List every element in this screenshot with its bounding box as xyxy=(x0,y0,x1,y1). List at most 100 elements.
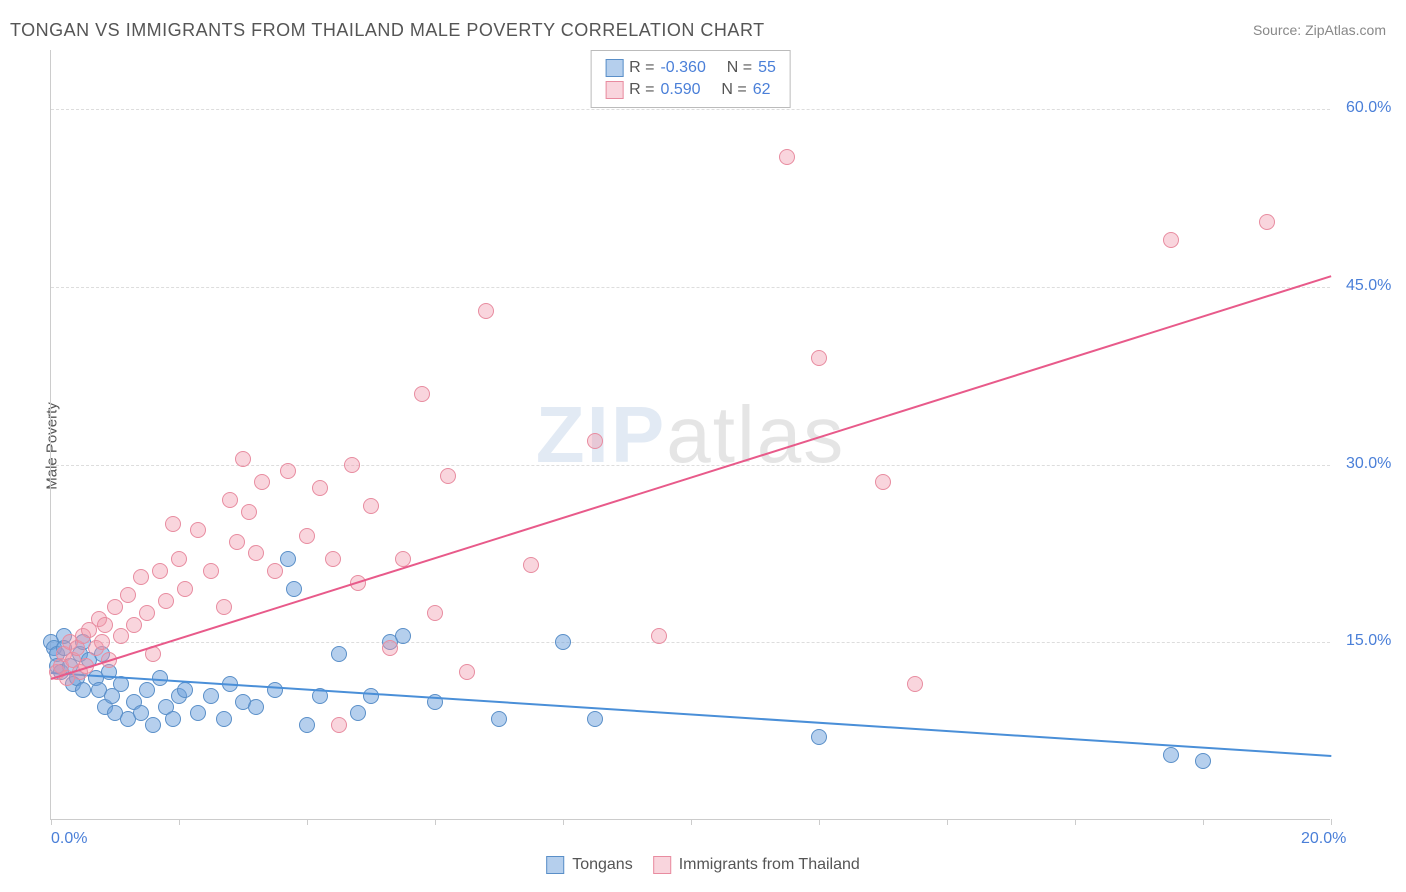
scatter-point xyxy=(241,504,257,520)
trendline xyxy=(51,672,1331,757)
ytick-label: 60.0% xyxy=(1346,99,1391,117)
legend-row-thailand: R = 0.590 N = 62 xyxy=(605,79,776,101)
scatter-point xyxy=(229,534,245,550)
scatter-point xyxy=(113,628,129,644)
scatter-point xyxy=(440,468,456,484)
scatter-point xyxy=(875,474,891,490)
scatter-point xyxy=(414,386,430,402)
scatter-point xyxy=(331,717,347,733)
ytick-label: 15.0% xyxy=(1346,632,1391,650)
xtick-mark xyxy=(1203,819,1204,825)
n-value-thailand: 62 xyxy=(753,81,771,99)
swatch-blue-icon xyxy=(546,856,564,874)
scatter-point xyxy=(363,688,379,704)
scatter-point xyxy=(478,303,494,319)
scatter-point xyxy=(152,563,168,579)
xtick-mark xyxy=(691,819,692,825)
scatter-point xyxy=(222,492,238,508)
scatter-point xyxy=(1259,214,1275,230)
swatch-pink-icon xyxy=(653,856,671,874)
scatter-point xyxy=(120,587,136,603)
scatter-point xyxy=(171,551,187,567)
gridline xyxy=(51,287,1330,288)
xtick-mark xyxy=(51,819,52,825)
r-value-tongans: -0.360 xyxy=(660,59,705,77)
gridline xyxy=(51,642,1330,643)
scatter-point xyxy=(523,557,539,573)
n-label: N = xyxy=(727,59,752,77)
chart-title: TONGAN VS IMMIGRANTS FROM THAILAND MALE … xyxy=(10,20,765,41)
chart-container: TONGAN VS IMMIGRANTS FROM THAILAND MALE … xyxy=(0,0,1406,892)
n-label: N = xyxy=(721,81,746,99)
scatter-point xyxy=(312,480,328,496)
legend-item-thailand: Immigrants from Thailand xyxy=(653,856,860,874)
scatter-point xyxy=(165,711,181,727)
scatter-point xyxy=(254,474,270,490)
scatter-point xyxy=(235,451,251,467)
scatter-point xyxy=(459,664,475,680)
scatter-point xyxy=(267,682,283,698)
scatter-point xyxy=(190,705,206,721)
xtick-mark xyxy=(307,819,308,825)
scatter-point xyxy=(1163,747,1179,763)
scatter-point xyxy=(286,581,302,597)
scatter-point xyxy=(811,350,827,366)
scatter-point xyxy=(280,551,296,567)
xtick-label: 20.0% xyxy=(1301,830,1346,848)
scatter-point xyxy=(267,563,283,579)
swatch-pink-icon xyxy=(605,81,623,99)
scatter-point xyxy=(216,711,232,727)
scatter-point xyxy=(555,634,571,650)
scatter-point xyxy=(427,605,443,621)
scatter-point xyxy=(395,628,411,644)
legend-label-thailand: Immigrants from Thailand xyxy=(679,856,860,874)
r-value-thailand: 0.590 xyxy=(660,81,700,99)
scatter-point xyxy=(248,699,264,715)
scatter-point xyxy=(325,551,341,567)
scatter-point xyxy=(133,569,149,585)
legend-item-tongans: Tongans xyxy=(546,856,633,874)
scatter-point xyxy=(177,581,193,597)
ytick-label: 30.0% xyxy=(1346,455,1391,473)
scatter-point xyxy=(75,682,91,698)
scatter-point xyxy=(907,676,923,692)
scatter-point xyxy=(1163,232,1179,248)
scatter-point xyxy=(139,682,155,698)
xtick-label: 0.0% xyxy=(51,830,87,848)
scatter-point xyxy=(94,634,110,650)
scatter-point xyxy=(145,717,161,733)
scatter-point xyxy=(344,457,360,473)
scatter-point xyxy=(165,516,181,532)
scatter-point xyxy=(107,599,123,615)
scatter-point xyxy=(203,688,219,704)
n-value-tongans: 55 xyxy=(758,59,776,77)
scatter-point xyxy=(126,617,142,633)
xtick-mark xyxy=(179,819,180,825)
watermark: ZIPatlas xyxy=(536,389,845,481)
xtick-mark xyxy=(1075,819,1076,825)
scatter-point xyxy=(350,705,366,721)
gridline xyxy=(51,109,1330,110)
scatter-point xyxy=(139,605,155,621)
scatter-point xyxy=(382,640,398,656)
scatter-point xyxy=(1195,753,1211,769)
legend-label-tongans: Tongans xyxy=(572,856,633,874)
scatter-point xyxy=(97,617,113,633)
scatter-point xyxy=(363,498,379,514)
xtick-mark xyxy=(435,819,436,825)
series-legend: Tongans Immigrants from Thailand xyxy=(546,856,860,874)
scatter-point xyxy=(133,705,149,721)
scatter-point xyxy=(190,522,206,538)
scatter-point xyxy=(280,463,296,479)
scatter-point xyxy=(779,149,795,165)
scatter-point xyxy=(216,599,232,615)
swatch-blue-icon xyxy=(605,59,623,77)
scatter-point xyxy=(587,711,603,727)
trendline xyxy=(51,275,1332,680)
correlation-legend: R = -0.360 N = 55 R = 0.590 N = 62 xyxy=(590,50,791,108)
scatter-point xyxy=(299,528,315,544)
source-text: Source: ZipAtlas.com xyxy=(1253,22,1386,38)
r-label: R = xyxy=(629,81,654,99)
scatter-point xyxy=(248,545,264,561)
xtick-mark xyxy=(1331,819,1332,825)
